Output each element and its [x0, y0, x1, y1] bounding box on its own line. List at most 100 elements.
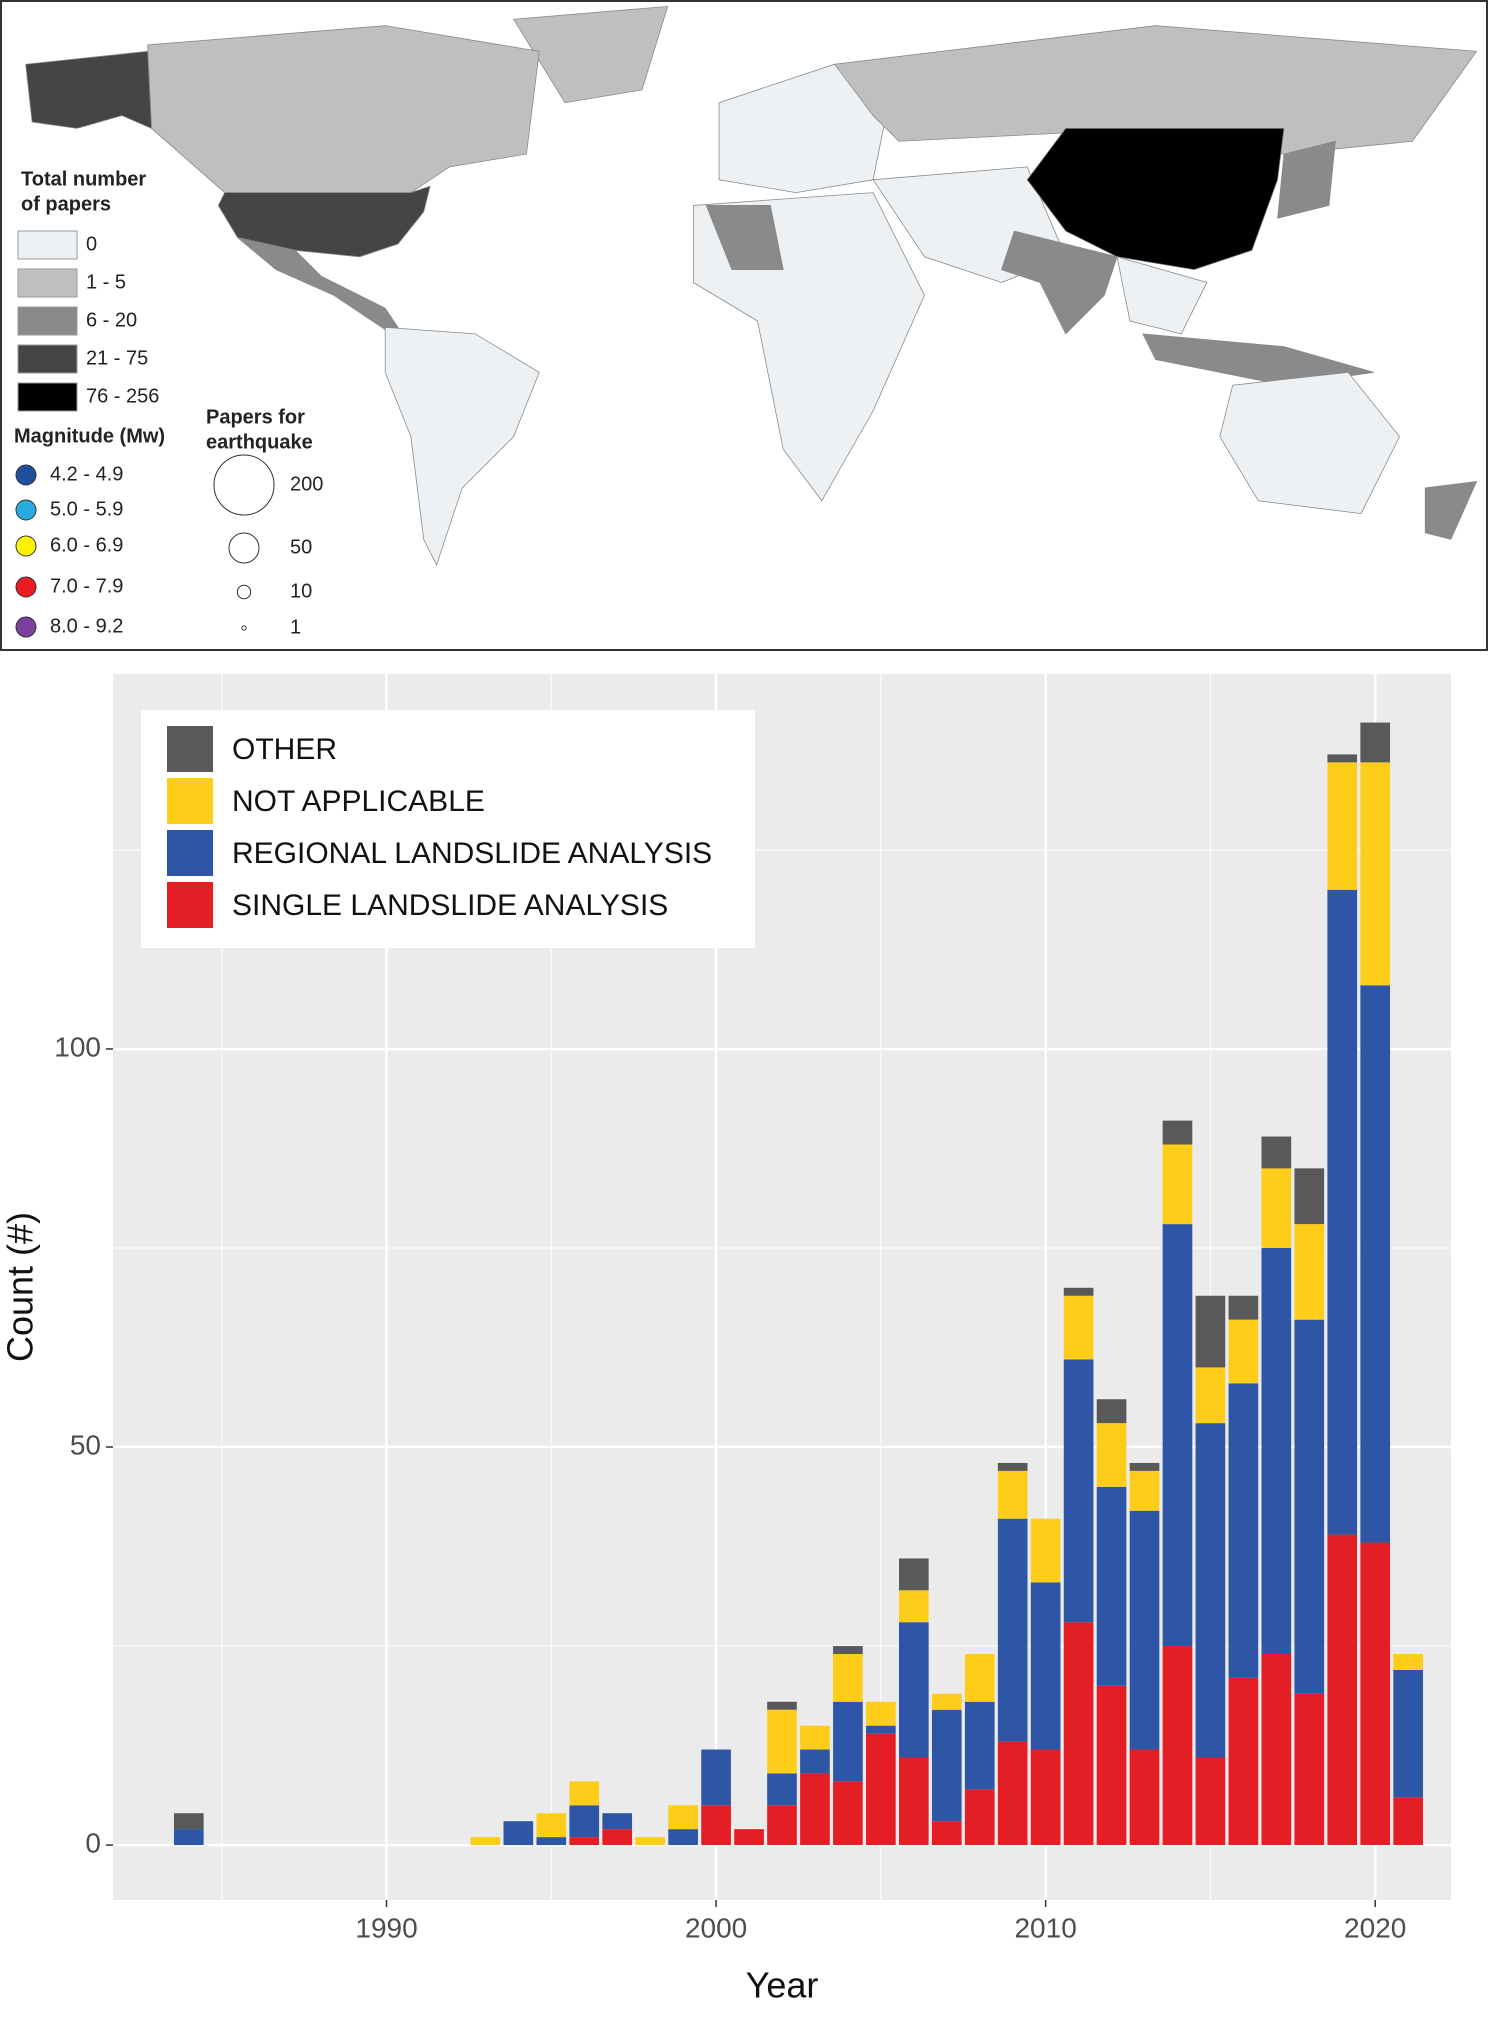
bar-segment — [173, 1813, 204, 1830]
bar-segment — [734, 1829, 764, 1846]
x-axis-title: Year — [746, 1965, 819, 2006]
bar-segment — [1063, 1622, 1094, 1846]
legend-swatch — [17, 306, 78, 336]
bar-segment — [931, 1821, 962, 1846]
bar-segment — [1129, 1749, 1160, 1846]
bar-segment — [1360, 985, 1391, 1543]
legend-label: 6.0 - 6.9 — [50, 534, 123, 556]
bar-segment — [800, 1749, 830, 1774]
bar-segment — [898, 1622, 929, 1758]
bar-segment — [866, 1733, 896, 1846]
legend-swatch — [17, 344, 78, 374]
x-tick-label: 2010 — [1014, 1912, 1076, 1943]
bar-segment — [1195, 1367, 1226, 1424]
bar-segment — [1129, 1510, 1160, 1750]
bar-segment — [997, 1462, 1028, 1471]
bar-segment — [503, 1821, 534, 1846]
bar-segment — [1030, 1518, 1061, 1583]
legend-label: NOT APPLICABLE — [232, 785, 485, 818]
legend-title: of papers — [21, 193, 111, 215]
bar-segment — [602, 1813, 633, 1830]
bar-segment — [1162, 1120, 1193, 1145]
bar-segment — [767, 1805, 797, 1846]
south-america — [384, 327, 540, 566]
bar-segment — [1261, 1136, 1292, 1169]
bar-segment — [668, 1805, 698, 1830]
bar-segment — [1129, 1462, 1160, 1471]
bar-segment — [1096, 1486, 1127, 1686]
y-tick-label: 0 — [85, 1827, 101, 1858]
legend-label: 10 — [290, 580, 312, 602]
legend-dot — [15, 464, 37, 486]
legend-key — [167, 830, 213, 876]
bar-segment — [997, 1741, 1028, 1846]
bar-segment — [1162, 1224, 1193, 1647]
bar-segment — [1195, 1423, 1226, 1758]
legend-title: Total number — [21, 168, 146, 190]
bar-segment — [1129, 1470, 1160, 1511]
bar-segment — [1261, 1168, 1292, 1248]
southeast-asia — [1116, 256, 1208, 335]
bar-segment — [1096, 1685, 1127, 1846]
bar-segment — [1393, 1797, 1423, 1846]
bar-segment — [800, 1773, 830, 1846]
japan — [1277, 140, 1336, 219]
legend-dot — [15, 576, 37, 598]
bar-segment — [1360, 762, 1391, 986]
y-axis-title: Count (#) — [0, 1212, 41, 1362]
new-zealand — [1424, 481, 1478, 540]
bar-segment — [767, 1709, 797, 1774]
bar-segment — [1030, 1582, 1061, 1750]
legend-label: 21 - 75 — [86, 347, 148, 369]
world-map — [25, 5, 1478, 566]
legend-title: Magnitude (Mw) — [14, 425, 165, 447]
bar-segment — [569, 1805, 600, 1838]
legend-label: 200 — [290, 473, 323, 495]
bar-segment — [1327, 754, 1358, 763]
legend-label: 4.2 - 4.9 — [50, 463, 123, 485]
bar-segment — [635, 1837, 666, 1846]
y-tick-label: 50 — [70, 1429, 101, 1460]
bar-segment — [931, 1709, 962, 1822]
usa — [217, 185, 431, 258]
bar-segment — [1327, 1534, 1358, 1846]
legend-label: 0 — [86, 233, 97, 255]
legend-key — [167, 882, 213, 928]
legend-key — [167, 726, 213, 772]
bar-segment — [1162, 1144, 1193, 1225]
x-tick-label: 2000 — [685, 1912, 747, 1943]
greenland — [512, 5, 669, 104]
size-key — [228, 532, 260, 564]
bar-segment — [1096, 1399, 1127, 1424]
china — [1026, 128, 1285, 271]
legend-label: 1 — [290, 616, 301, 638]
legend-label: OTHER — [232, 733, 337, 766]
bar-segment — [1294, 1224, 1325, 1320]
bar-segment — [1360, 722, 1391, 763]
bar-segment — [1294, 1319, 1325, 1694]
legend-label: 76 - 256 — [86, 385, 159, 407]
bar-segment — [1294, 1693, 1325, 1846]
bar-segment — [1195, 1757, 1226, 1846]
legend-dot — [15, 616, 37, 638]
size-key — [213, 454, 275, 516]
bar-segment — [1228, 1295, 1259, 1320]
bar-segment — [1393, 1654, 1423, 1670]
bar-segment — [1360, 1542, 1391, 1846]
bar-segment — [1228, 1677, 1259, 1846]
bar-segment — [800, 1725, 830, 1750]
bar-segment — [1228, 1319, 1259, 1384]
bar-segment — [767, 1773, 797, 1806]
legend-label: 1 - 5 — [86, 271, 126, 293]
bar-segment — [833, 1781, 863, 1846]
bar-segment — [1261, 1247, 1292, 1655]
bar-segment — [866, 1725, 896, 1734]
x-tick-label: 1990 — [355, 1912, 417, 1943]
bar-segment — [536, 1837, 567, 1846]
legend-label: 5.0 - 5.9 — [50, 498, 123, 520]
legend-box — [141, 710, 755, 948]
bar-segment — [1063, 1287, 1094, 1296]
bar-segment — [701, 1805, 731, 1846]
bar-segment — [833, 1701, 863, 1782]
bar-segment — [1063, 1295, 1094, 1360]
